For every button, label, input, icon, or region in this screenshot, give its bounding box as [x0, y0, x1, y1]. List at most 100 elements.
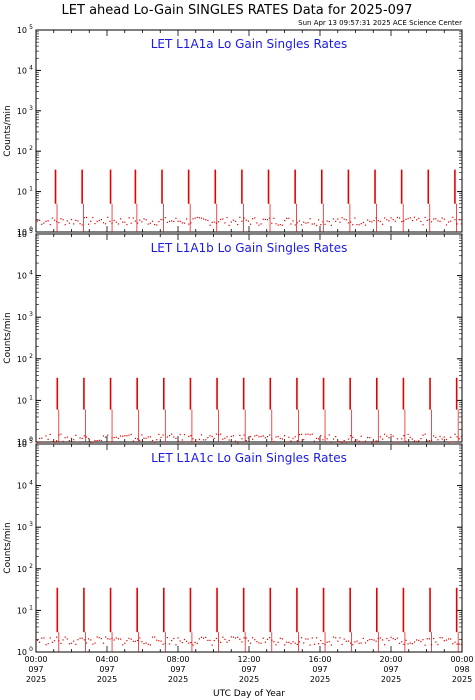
baseline-point [194, 217, 196, 219]
baseline-point [252, 637, 254, 639]
y-tick-label: 10 [17, 230, 27, 239]
baseline-point [222, 218, 224, 220]
baseline-point [188, 435, 190, 438]
baseline-point [341, 217, 343, 219]
baseline-point [303, 221, 305, 223]
baseline-point [396, 438, 399, 440]
baseline-point [367, 219, 369, 221]
baseline-point [358, 224, 360, 226]
baseline-point [403, 220, 405, 222]
baseline-point [156, 639, 158, 641]
baseline-point [249, 642, 252, 644]
baseline-point [192, 438, 194, 440]
baseline-point [145, 642, 147, 644]
baseline-point [145, 219, 147, 221]
y-tick-exponent: 1 [29, 394, 33, 401]
baseline-point [209, 224, 211, 226]
baseline-point [171, 220, 173, 222]
baseline-point [77, 441, 79, 443]
baseline-point [88, 638, 90, 640]
baseline-point [409, 642, 411, 644]
baseline-point [151, 220, 154, 222]
baseline-point [192, 218, 194, 220]
baseline-point [185, 640, 188, 642]
baseline-point [260, 223, 262, 225]
baseline-point [68, 643, 71, 645]
baseline-point [392, 638, 394, 640]
baseline-point [70, 437, 73, 440]
y-tick-label: 10 [17, 523, 27, 532]
baseline-point [164, 216, 166, 219]
y-tick-label: 10 [17, 66, 27, 75]
baseline-point [281, 438, 284, 440]
baseline-point [390, 434, 392, 436]
baseline-point [77, 639, 79, 641]
baseline-point [320, 434, 322, 437]
baseline-point [277, 641, 279, 643]
baseline-point [234, 220, 237, 222]
baseline-point [237, 636, 239, 638]
baseline-point [456, 643, 458, 645]
baseline-point [181, 642, 183, 644]
y-tick-exponent: 0 [29, 226, 33, 233]
baseline-point [134, 437, 137, 439]
baseline-point [217, 221, 220, 223]
baseline-point [405, 218, 407, 220]
baseline-point [141, 221, 143, 223]
baseline-point [273, 440, 275, 443]
baseline-point [122, 221, 124, 223]
baseline-point [296, 643, 298, 645]
baseline-point [262, 435, 264, 437]
baseline-point [371, 638, 373, 641]
baseline-point [215, 637, 218, 640]
x-axis-title: UTC Day of Year [213, 689, 285, 699]
baseline-point [437, 643, 439, 646]
baseline-point [320, 223, 322, 226]
baseline-point [215, 433, 218, 435]
baseline-point [173, 436, 175, 438]
baseline-point [386, 637, 388, 640]
baseline-point [209, 639, 211, 641]
baseline-point [266, 638, 269, 640]
baseline-point [141, 434, 143, 436]
baseline-point [134, 220, 137, 222]
x-tick-time: 04:00 [95, 655, 118, 664]
baseline-point [254, 435, 256, 437]
baseline-point [183, 638, 186, 641]
baseline-point [45, 644, 47, 646]
baseline-point [168, 435, 171, 437]
baseline-point [83, 639, 85, 641]
baseline-point [122, 644, 124, 646]
baseline-point [81, 437, 83, 440]
baseline-point [384, 217, 386, 219]
baseline-point [100, 218, 102, 221]
baseline-point [328, 641, 330, 643]
baseline-point [288, 641, 290, 643]
y-axis-title: Counts/min [3, 312, 13, 363]
baseline-point [390, 217, 392, 219]
baseline-point [328, 220, 330, 223]
baseline-point [450, 436, 452, 438]
baseline-point [237, 223, 239, 226]
baseline-point [313, 223, 315, 225]
baseline-point [126, 640, 128, 642]
baseline-point [220, 433, 222, 435]
baseline-point [139, 219, 141, 221]
x-tick-time: 00:00 [450, 655, 473, 664]
baseline-point [433, 637, 435, 640]
baseline-point [107, 434, 109, 436]
baseline-point [409, 217, 411, 219]
baseline-point [394, 441, 396, 443]
baseline-point [77, 220, 79, 222]
baseline-point [228, 439, 230, 441]
baseline-point [60, 433, 62, 435]
baseline-point [307, 638, 309, 640]
baseline-point [154, 223, 156, 226]
baseline-point [56, 221, 58, 223]
baseline-point [213, 221, 215, 223]
baseline-point [228, 224, 230, 227]
baseline-point [354, 641, 356, 643]
baseline-point [286, 217, 288, 219]
baseline-point [64, 224, 66, 226]
